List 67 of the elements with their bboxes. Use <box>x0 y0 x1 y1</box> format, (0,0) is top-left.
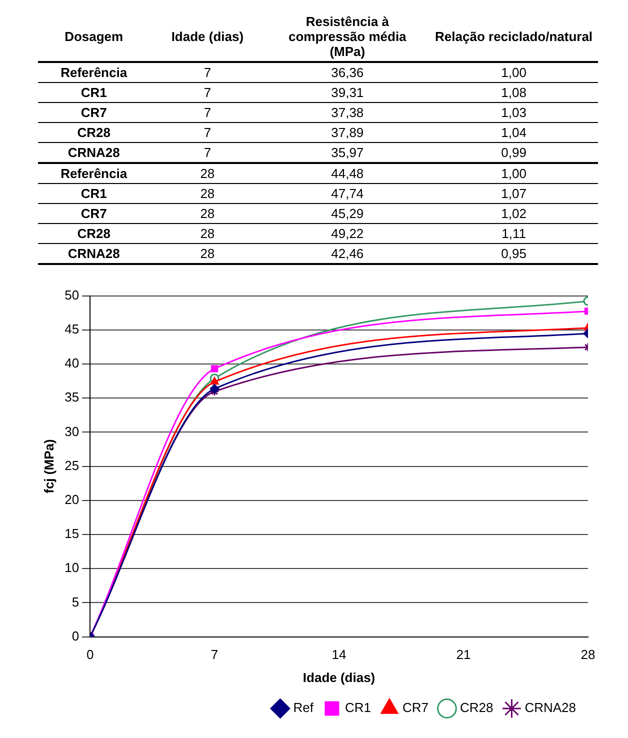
x-tick-label: 0 <box>86 647 94 662</box>
text: 37,38 <box>330 104 365 122</box>
text: 1,07 <box>500 185 528 203</box>
text: CRNA28 <box>66 144 121 162</box>
x-tick-label: 14 <box>332 647 346 662</box>
y-tick-label: 15 <box>64 526 80 542</box>
text: 47,74 <box>330 185 365 203</box>
text: 36,36 <box>330 64 365 82</box>
text: 1,03 <box>500 104 528 122</box>
text: CR7 <box>80 104 108 122</box>
x-tick-label: 7 <box>210 647 218 662</box>
x-axis-title: Idade (dias) <box>302 670 376 685</box>
text: 1,08 <box>500 84 528 102</box>
text: 28 <box>199 225 216 243</box>
text: 7 <box>202 104 212 122</box>
legend-label: CR1 <box>344 700 371 716</box>
y-tick-label: 20 <box>64 492 80 507</box>
x-tick-label: 21 <box>456 647 471 662</box>
text: 7 <box>202 124 212 142</box>
y-tick-label: 25 <box>64 458 80 473</box>
text: 37,89 <box>330 124 365 142</box>
text: 1,11 <box>500 225 527 243</box>
text: 28 <box>199 185 216 203</box>
text: CR1 <box>80 84 108 102</box>
text: 35,97 <box>330 144 365 162</box>
y-axis-title: fcj (MPa) <box>41 439 56 494</box>
text: 1,00 <box>500 64 528 82</box>
legend-label: CRNA28 <box>524 700 576 716</box>
legend-label: Ref <box>293 700 314 716</box>
y-tick-label: 50 <box>64 287 80 302</box>
category-label: Dosagem <box>64 28 124 46</box>
text: CR28 <box>76 225 112 243</box>
text: 42,46 <box>330 245 365 263</box>
text: Referência <box>60 165 128 183</box>
y-tick-label: 40 <box>64 356 80 371</box>
text: 7 <box>202 64 212 82</box>
y-tick-label: 5 <box>72 594 80 610</box>
text: CR7 <box>80 205 108 223</box>
y-tick-label: 10 <box>64 560 80 576</box>
text: 7 <box>202 84 212 102</box>
text: 0,99 <box>500 144 528 162</box>
text: CRNA28 <box>66 245 121 263</box>
category-label: Resistência à compressão média (MPa) <box>288 13 408 61</box>
category-label: Relação reciclado/natural <box>434 28 594 46</box>
y-tick-label: 35 <box>64 390 80 405</box>
text: 28 <box>199 205 216 223</box>
y-tick-label: 0 <box>72 628 80 644</box>
text: 0,95 <box>500 245 528 263</box>
text: 39,31 <box>330 84 365 102</box>
text: Referência <box>60 64 128 82</box>
legend-label: CR28 <box>460 700 494 716</box>
text: 45,29 <box>330 205 365 223</box>
y-tick-label: 30 <box>64 424 80 439</box>
text: 49,22 <box>330 225 365 243</box>
text: CR1 <box>80 185 108 203</box>
text: 44,48 <box>330 165 365 183</box>
text: 1,00 <box>500 165 528 183</box>
y-tick-label: 45 <box>64 321 80 336</box>
text: 7 <box>202 144 212 162</box>
text: 1,04 <box>500 124 528 142</box>
legend-label: CR7 <box>402 700 428 716</box>
category-label: Idade (dias) <box>170 28 245 46</box>
text: 28 <box>199 245 216 263</box>
x-tick-label: 28 <box>580 647 596 662</box>
text: CR28 <box>76 124 112 142</box>
text: 28 <box>199 165 216 183</box>
text: 1,02 <box>500 205 528 223</box>
